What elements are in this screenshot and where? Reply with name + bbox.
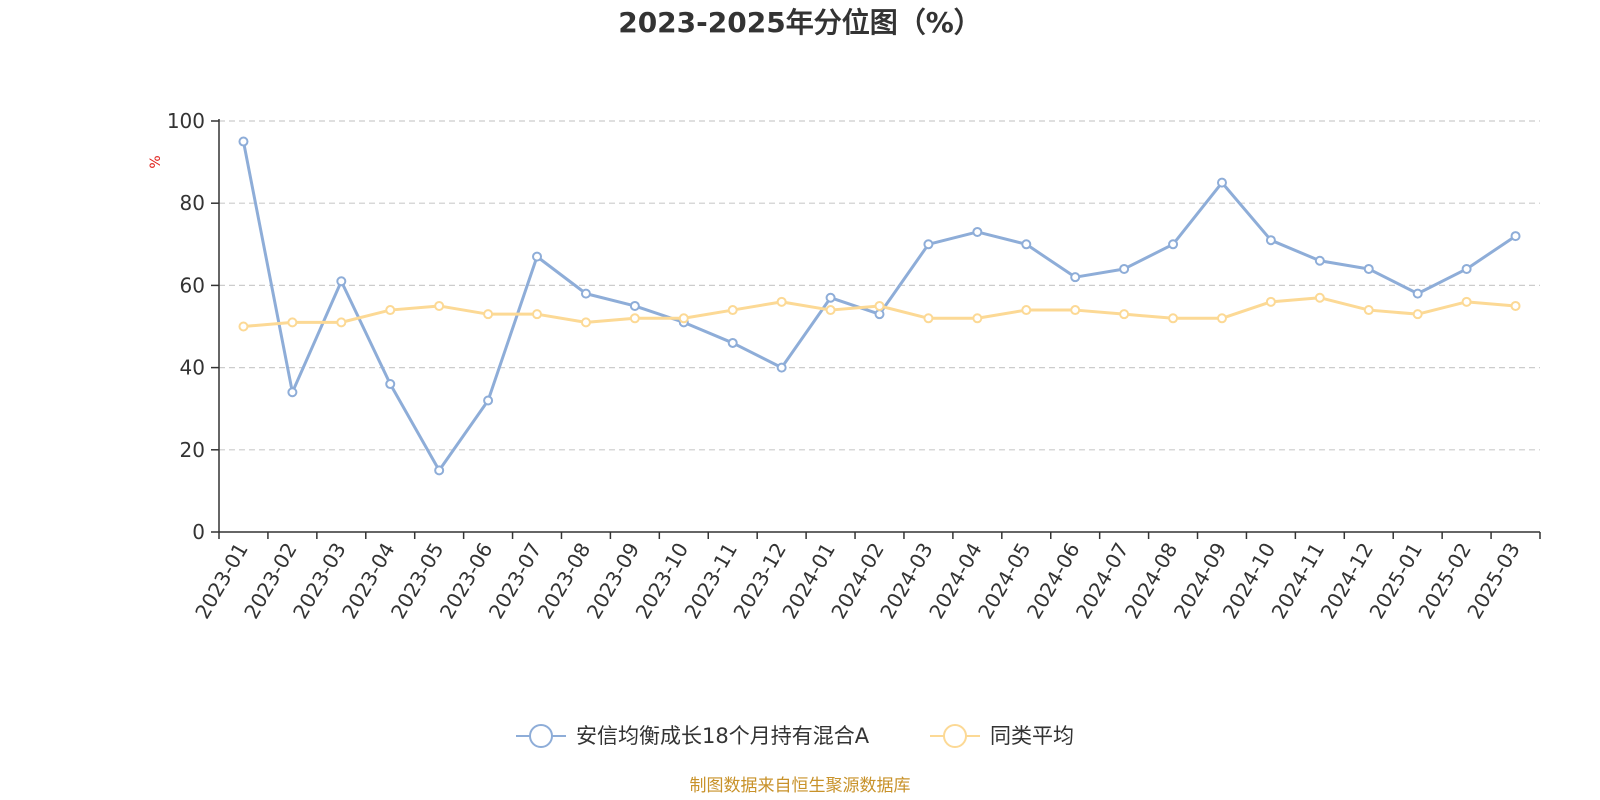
data-point (1021, 239, 1032, 250)
data-point (532, 309, 543, 320)
data-point (1363, 263, 1374, 274)
data-point (287, 387, 298, 398)
y-tick-label: 20 (180, 438, 205, 462)
data-point (1265, 235, 1276, 246)
series-points-1 (238, 292, 1521, 332)
y-tick-labels: 0 20 40 60 80 100 (167, 109, 205, 544)
data-point (1216, 313, 1227, 324)
data-point (532, 251, 543, 262)
y-tick-label: 0 (192, 520, 205, 544)
data-point (1510, 231, 1521, 242)
data-point (1363, 305, 1374, 316)
legend-marker-icon (529, 724, 553, 748)
data-point (385, 379, 396, 390)
data-point (923, 239, 934, 250)
legend-label: 同类平均 (990, 724, 1074, 748)
data-point (580, 317, 591, 328)
y-tick-label: 40 (180, 356, 205, 380)
data-point (825, 305, 836, 316)
data-point (1070, 272, 1081, 283)
data-point (238, 321, 249, 332)
legend[interactable]: 安信均衡成长18个月持有混合A 同类平均 (516, 724, 1074, 748)
x-tick-labels: 2023-012023-022023-032023-042023-052023-… (190, 539, 1525, 623)
data-point (1119, 263, 1130, 274)
data-point (1216, 177, 1227, 188)
data-point (1168, 313, 1179, 324)
data-point (336, 317, 347, 328)
data-point (434, 465, 445, 476)
data-point (972, 313, 983, 324)
data-point (1021, 305, 1032, 316)
data-point (727, 305, 738, 316)
data-point (874, 300, 885, 311)
data-point (825, 292, 836, 303)
grid-lines (211, 120, 1540, 533)
data-point (874, 309, 885, 320)
data-point (629, 300, 640, 311)
data-point (972, 226, 983, 237)
data-point (580, 288, 591, 299)
data-point (1314, 292, 1325, 303)
data-point (1461, 263, 1472, 274)
data-point (238, 136, 249, 147)
legend-marker-icon (943, 724, 967, 748)
source-credit: 制图数据来自恒生聚源数据库 (690, 776, 911, 796)
data-point (1412, 288, 1423, 299)
y-tick-label: 60 (180, 273, 205, 297)
legend-label: 安信均衡成长18个月持有混合A (576, 724, 870, 748)
series-points-0 (238, 136, 1521, 476)
data-point (1461, 296, 1472, 307)
axes (218, 119, 1541, 539)
legend-item-0[interactable]: 安信均衡成长18个月持有混合A (516, 724, 870, 748)
data-point (776, 296, 787, 307)
data-point (1168, 239, 1179, 250)
data-point (1510, 300, 1521, 311)
data-point (678, 313, 689, 324)
data-point (1314, 255, 1325, 266)
chart-title: 2023-2025年分位图（%） (618, 6, 982, 39)
data-point (629, 313, 640, 324)
data-point (923, 313, 934, 324)
series-lines (238, 136, 1521, 476)
data-point (727, 337, 738, 348)
data-point (1265, 296, 1276, 307)
data-point (336, 276, 347, 287)
y-tick-label: 80 (180, 191, 205, 215)
data-point (483, 395, 494, 406)
data-point (1412, 309, 1423, 320)
data-point (1119, 309, 1130, 320)
data-point (385, 305, 396, 316)
y-tick-label: 100 (167, 109, 205, 133)
legend-item-1[interactable]: 同类平均 (930, 724, 1074, 748)
data-point (434, 300, 445, 311)
data-point (776, 362, 787, 373)
data-point (1070, 305, 1081, 316)
y-axis-unit-label: % (148, 155, 164, 168)
data-point (483, 309, 494, 320)
data-point (287, 317, 298, 328)
